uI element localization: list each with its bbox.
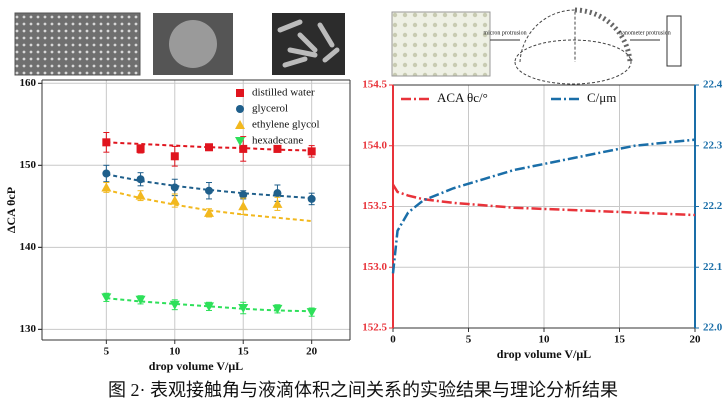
marker (136, 175, 145, 184)
marker (272, 198, 283, 208)
legend-label: glycerol (252, 103, 288, 115)
marker (306, 308, 317, 318)
sem-images (14, 12, 345, 76)
marker (307, 147, 316, 156)
y-tick-label: 154.5 (362, 79, 387, 91)
legend-label: ACA θc/° (437, 90, 488, 105)
x-tick-label: 5 (466, 334, 472, 346)
marker (102, 138, 111, 147)
legend-marker (236, 89, 244, 97)
legend-marker (235, 137, 245, 146)
marker (101, 182, 112, 192)
y2-tick-label: 22.1 (703, 261, 722, 273)
schematic-surface (391, 11, 491, 77)
diagram-label: micron protrusion (483, 30, 526, 36)
y2-tick-label: 22.4 (703, 79, 723, 91)
data-line (391, 138, 696, 274)
x-tick-label: 15 (614, 334, 626, 346)
y-tick-label: 140 (20, 241, 37, 253)
sem-rods (277, 19, 340, 68)
y-tick-label: 154.0 (362, 139, 387, 151)
marker (169, 195, 180, 205)
marker (101, 293, 112, 303)
legend-label: hexadecane (252, 135, 303, 147)
schematic: micron protrusion nanometer protrusion (391, 7, 682, 85)
marker (273, 144, 282, 153)
legend-marker (236, 105, 244, 113)
sem-particle (169, 20, 217, 68)
marker (239, 190, 248, 199)
x-tick-label: 20 (690, 334, 702, 346)
x-tick-label: 0 (390, 334, 396, 346)
x-tick-label: 20 (306, 346, 318, 358)
data-line (391, 183, 696, 217)
y-axis-label: ΔCA θcP (4, 187, 18, 233)
schematic-bumps (574, 7, 633, 63)
caption: 图 2· 表观接触角与液滴体积之间关系的实验结果与理论分析结果 (108, 380, 618, 400)
marker (273, 189, 282, 198)
y-tick-label: 130 (20, 323, 37, 335)
schematic-pillar (666, 15, 682, 67)
x-tick-label: 10 (169, 346, 181, 358)
marker (204, 302, 215, 312)
marker (239, 144, 248, 153)
x-tick-label: 10 (539, 334, 551, 346)
y-tick-label: 152.5 (362, 322, 387, 334)
marker (272, 304, 283, 314)
legend-label: distilled water (252, 87, 315, 99)
marker (205, 186, 214, 195)
y-tick-label: 150 (20, 159, 37, 171)
marker (170, 152, 179, 161)
marker (135, 295, 146, 305)
y2-tick-label: 22.3 (703, 139, 723, 151)
marker (307, 194, 316, 203)
y-tick-label: 153.0 (362, 261, 387, 273)
y2-tick-label: 22.2 (703, 200, 723, 212)
x-axis-label: drop volume V/μL (497, 347, 591, 361)
x-tick-label: 15 (238, 346, 250, 358)
legend-label: ethylene glycol (252, 119, 320, 131)
figure-graphics: micron protrusion nanometer protrusion 5… (4, 7, 723, 373)
legend-marker (235, 120, 245, 129)
marker (204, 207, 215, 217)
marker (170, 183, 179, 192)
y2-tick-label: 22.0 (703, 322, 723, 334)
x-axis-label: drop volume V/μL (149, 359, 243, 373)
diagram-label: nanometer protrusion (619, 30, 671, 36)
legend-label: C/μm (587, 90, 616, 105)
schematic-sphere (514, 9, 632, 85)
marker (238, 201, 249, 211)
marker (135, 190, 146, 200)
y-tick-label: 153.5 (362, 200, 387, 212)
sem-image (14, 12, 141, 76)
marker (136, 144, 145, 153)
marker (238, 304, 249, 314)
y-tick-label: 160 (20, 77, 37, 89)
marker (102, 169, 111, 178)
x-tick-label: 5 (104, 346, 110, 358)
marker (205, 143, 214, 152)
marker (169, 300, 180, 310)
